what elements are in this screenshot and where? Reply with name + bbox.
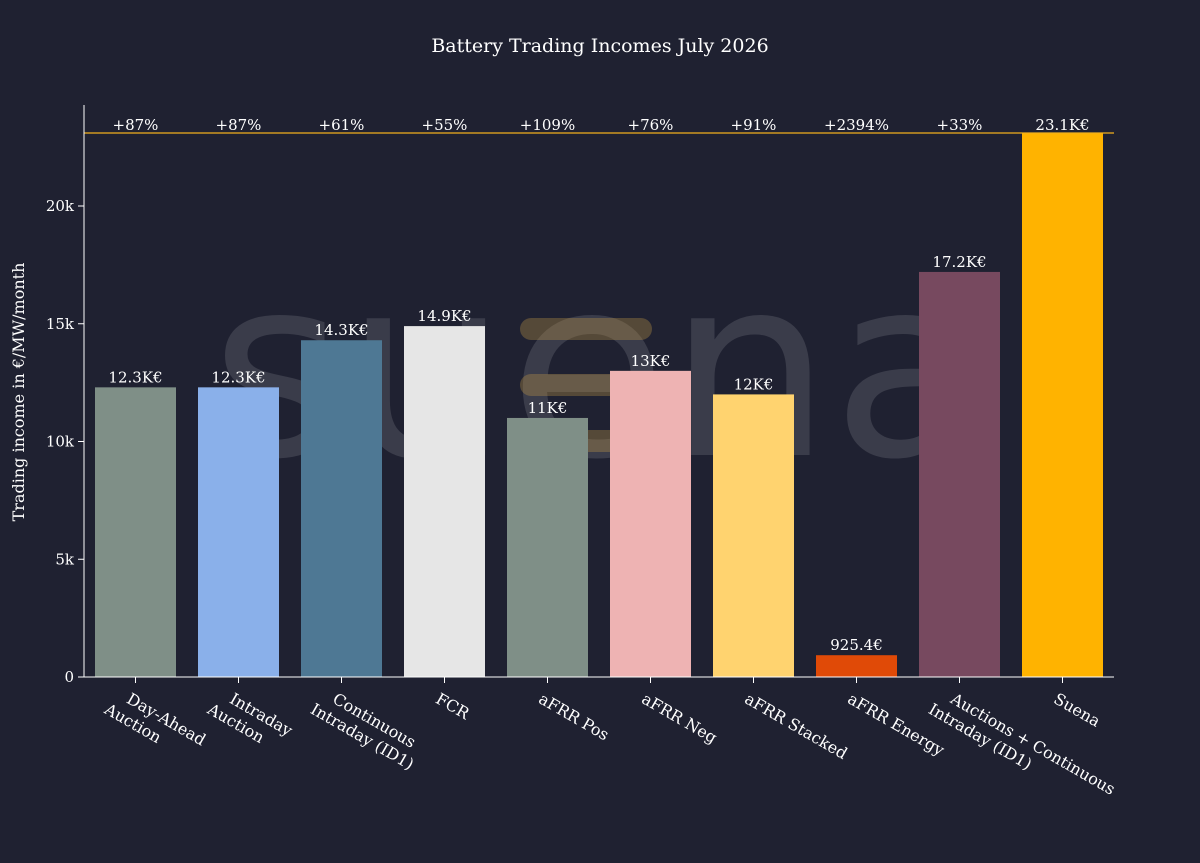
x-tick-label-line: aFRR Energy [845,689,948,760]
bar [713,394,794,677]
bar-top-label: +87% [113,116,159,134]
bar-value-label: 925.4€ [830,636,883,654]
bar-value-label: 13K€ [631,352,671,370]
x-tick-label-line: aFRR Neg [639,689,721,747]
bar-value-label: 12.3K€ [108,368,162,386]
bar [404,326,485,677]
bar-top-label: +76% [628,116,674,134]
bar-top-label: +91% [731,116,777,134]
y-tick-label: 20k [46,197,75,215]
bar [95,387,176,677]
bar [816,655,897,677]
bar-top-label: 23.1K€ [1035,116,1089,134]
y-tick-label: 0 [64,668,74,686]
bar-value-label: 12.3K€ [211,368,265,386]
x-tick-label-line: Suena [1051,689,1105,731]
watermark-bar [520,318,652,340]
bar [301,340,382,677]
y-axis-label: Trading income in €/MW/month [9,263,28,522]
x-tick-label-line: Auctions + Continuous [947,689,1119,799]
y-tick-label: 5k [55,550,75,568]
x-tick-label-line: aFRR Pos [536,689,613,744]
x-tick-label: aFRR Stacked [742,689,851,763]
bar-value-label: 14.3K€ [314,321,368,339]
bar [1022,133,1103,677]
x-tick-label-line: aFRR Stacked [742,689,851,763]
bar-top-label: +2394% [824,116,889,134]
x-tick-label: aFRR Neg [639,689,721,747]
bar-value-label: 11K€ [528,399,568,417]
chart-title: Battery Trading Incomes July 2026 [431,35,768,57]
bar-value-label: 12K€ [734,375,774,393]
x-tick-label: FCR [433,689,474,724]
y-tick-label: 15k [46,315,75,333]
bar-value-label: 14.9K€ [417,307,471,325]
bar [198,387,279,677]
x-tick-label: Suena [1051,689,1105,731]
bar [610,370,691,677]
bar-top-label: +33% [937,116,983,134]
bar-top-label: +87% [216,116,262,134]
x-tick-label-line: FCR [433,689,474,724]
x-tick-label: aFRR Energy [845,689,948,760]
bar-top-label: +109% [520,116,575,134]
data-labels: 12.3K€ +87% 12.3K€ +87% 14.3K€ +61% 14.9K€ +55%… [108,116,1089,654]
bar-top-label: +55% [422,116,468,134]
bars [95,133,1103,677]
x-tick-label: aFRR Pos [536,689,613,744]
y-tick-label: 10k [46,433,75,451]
bar [507,417,588,677]
bar [919,271,1000,677]
bar-top-label: +61% [319,116,365,134]
bar-value-label: 17.2K€ [932,253,986,271]
